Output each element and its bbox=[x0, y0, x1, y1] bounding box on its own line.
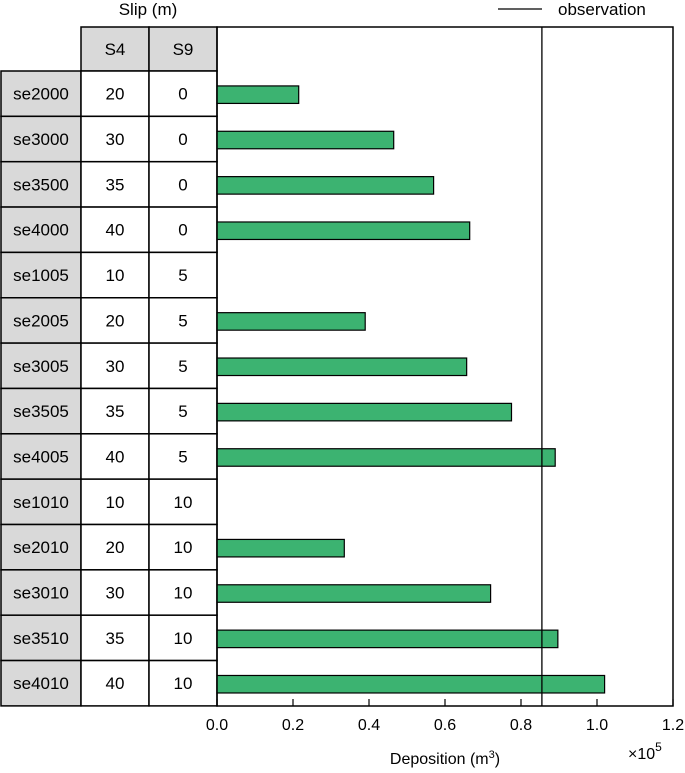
s4-cell bbox=[80, 523, 150, 571]
row-name-cell bbox=[0, 478, 82, 526]
s9-value: 5 bbox=[178, 311, 187, 330]
bar-se2000 bbox=[216, 85, 300, 105]
s9-value: 0 bbox=[178, 221, 187, 240]
x-axis-label: Deposition (m3) bbox=[390, 749, 500, 768]
s9-value: 10 bbox=[174, 629, 193, 648]
col-header-s9: S9 bbox=[173, 40, 194, 59]
row-name-cell bbox=[0, 251, 82, 299]
s9-value: 10 bbox=[174, 674, 193, 693]
s4-value: 30 bbox=[106, 357, 125, 376]
bar-se3005 bbox=[216, 357, 468, 377]
s4-cell bbox=[80, 569, 150, 616]
s4-cell bbox=[80, 206, 150, 254]
s4-value: 20 bbox=[106, 538, 125, 557]
row-name: se2005 bbox=[13, 311, 69, 330]
bar-se3505 bbox=[216, 402, 513, 422]
s9-value: 5 bbox=[178, 447, 187, 466]
s9-value: 5 bbox=[178, 402, 187, 421]
s4-value: 40 bbox=[106, 221, 125, 240]
s4-value: 20 bbox=[106, 85, 125, 104]
s4-value: 40 bbox=[106, 447, 125, 466]
bar-se2005 bbox=[216, 312, 366, 331]
row-name: se4010 bbox=[13, 674, 69, 693]
s9-value: 0 bbox=[178, 85, 187, 104]
row-name: se3500 bbox=[13, 175, 69, 194]
row-name-cell bbox=[0, 433, 82, 480]
row-name: se3505 bbox=[13, 402, 69, 421]
bar-se3000 bbox=[216, 130, 395, 150]
row-name: se3000 bbox=[13, 130, 69, 149]
row-name: se2000 bbox=[13, 85, 69, 104]
x-tick-label: 1.0 bbox=[586, 717, 608, 734]
s9-value: 5 bbox=[178, 357, 187, 376]
row-name: se4005 bbox=[13, 447, 69, 466]
x-tick-label: 0.6 bbox=[434, 717, 456, 734]
s9-value: 0 bbox=[178, 175, 187, 194]
s9-value: 10 bbox=[174, 538, 193, 557]
row-name: se2010 bbox=[13, 538, 69, 557]
s4-value: 30 bbox=[106, 130, 125, 149]
bar-se3010 bbox=[216, 584, 492, 603]
x-tick-label: 0.8 bbox=[510, 717, 532, 734]
s9-value: 0 bbox=[178, 130, 187, 149]
s9-cell bbox=[148, 433, 218, 480]
s4-value: 10 bbox=[106, 266, 125, 285]
row-name-cell bbox=[0, 387, 82, 435]
row-name-cell bbox=[0, 297, 82, 344]
bar-se2010 bbox=[216, 538, 345, 558]
x-tick-label: 0.4 bbox=[358, 717, 380, 734]
row-name: se1010 bbox=[13, 493, 69, 512]
slip-header: Slip (m) bbox=[119, 0, 178, 19]
x-axis: 0.0 0.2 0.4 0.6 0.8 1.0 1.2 bbox=[206, 699, 684, 734]
table-rows: se2000 20 0 se3000 30 0 se3500 35 0 se4000 40 0 se10… bbox=[0, 70, 218, 707]
s4-value: 10 bbox=[106, 493, 125, 512]
s9-value: 10 bbox=[174, 584, 193, 603]
row-name-cell bbox=[0, 160, 82, 208]
x-tick-label: 0.0 bbox=[206, 717, 228, 734]
bar-se4010 bbox=[216, 674, 606, 694]
bar-se3510 bbox=[216, 629, 559, 649]
bar-se4000 bbox=[216, 221, 471, 241]
bar-series bbox=[216, 85, 606, 694]
row-name: se3010 bbox=[13, 584, 69, 603]
s9-cell bbox=[148, 160, 218, 208]
s4-value: 40 bbox=[106, 674, 125, 693]
s9-cell bbox=[148, 387, 218, 435]
s4-value: 35 bbox=[106, 629, 125, 648]
s9-value: 10 bbox=[174, 493, 193, 512]
bar-se3500 bbox=[216, 176, 435, 195]
row-name-cell bbox=[0, 523, 82, 571]
col-header-s9-cell bbox=[148, 26, 218, 72]
s4-value: 20 bbox=[106, 311, 125, 330]
row-name: se4000 bbox=[13, 221, 69, 240]
s4-cell bbox=[80, 297, 150, 344]
s4-cell bbox=[80, 433, 150, 480]
row-name-cell bbox=[0, 569, 82, 616]
row-name: se3005 bbox=[13, 357, 69, 376]
s4-value: 35 bbox=[106, 175, 125, 194]
legend-label: observation bbox=[558, 0, 646, 19]
s4-value: 35 bbox=[106, 402, 125, 421]
x-tick-label: 0.2 bbox=[282, 717, 304, 734]
x-axis-multiplier: ×105 bbox=[628, 740, 662, 763]
s4-value: 30 bbox=[106, 584, 125, 603]
x-tick-label: 1.2 bbox=[662, 717, 684, 734]
col-header-s4: S4 bbox=[105, 40, 126, 59]
s9-cell bbox=[148, 206, 218, 254]
s9-cell bbox=[148, 569, 218, 616]
s9-cell bbox=[148, 478, 218, 526]
row-name: se3510 bbox=[13, 629, 69, 648]
s9-value: 5 bbox=[178, 266, 187, 285]
row-name: se1005 bbox=[13, 266, 69, 285]
bar-se4005 bbox=[216, 448, 556, 467]
s4-cell bbox=[80, 160, 150, 208]
